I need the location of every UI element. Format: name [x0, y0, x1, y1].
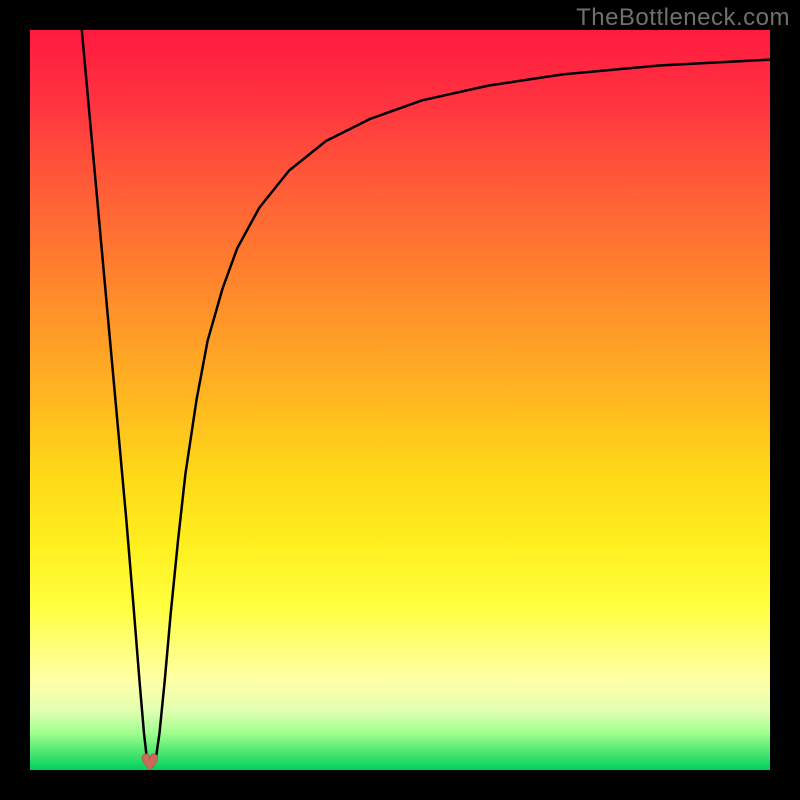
- watermark-text: TheBottleneck.com: [576, 4, 790, 32]
- plot-frame: [30, 30, 770, 770]
- chart-svg: [30, 30, 770, 770]
- chart-background: [30, 30, 770, 770]
- chart-container: TheBottleneck.com: [0, 0, 800, 800]
